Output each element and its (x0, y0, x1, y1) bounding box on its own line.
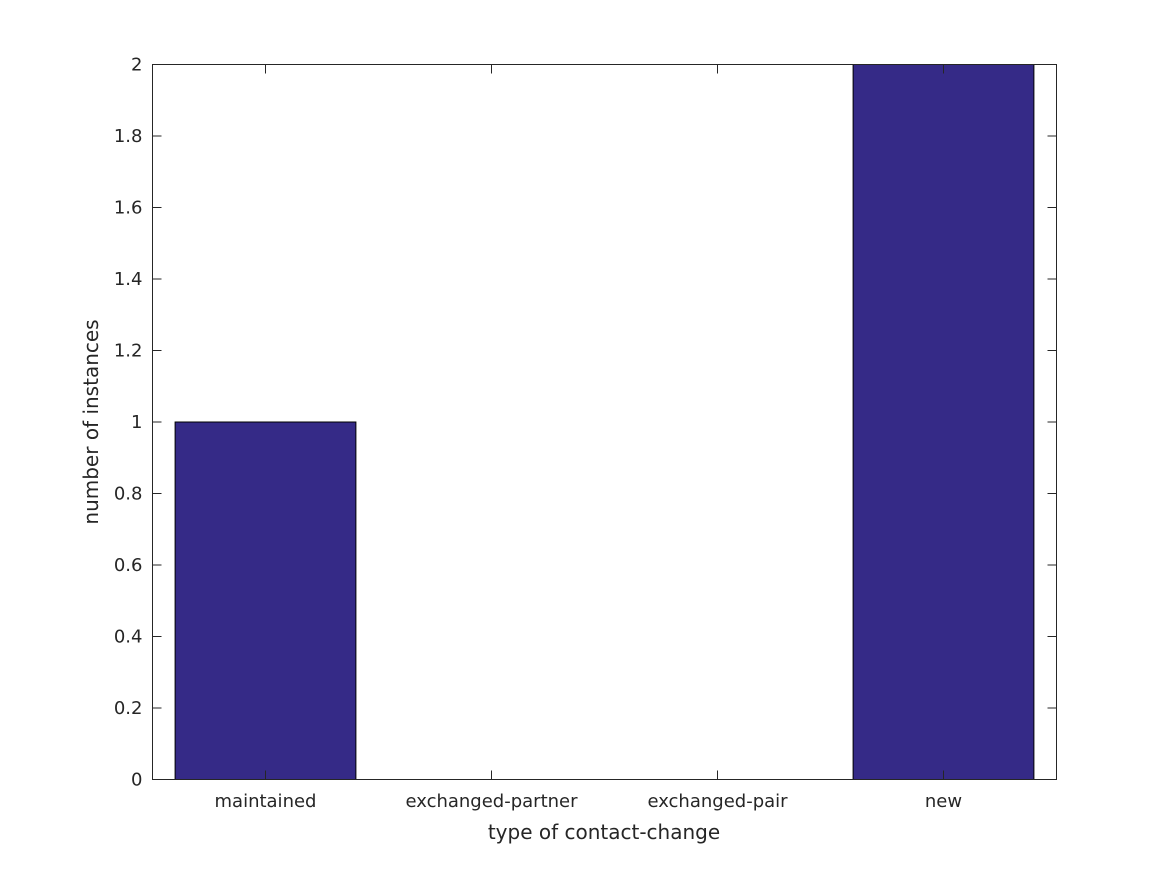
y-tick-label: 0.4 (114, 627, 143, 648)
bar-new (852, 64, 1035, 780)
x-tick-label: new (925, 791, 962, 812)
x-tick-label: exchanged-pair (647, 791, 788, 812)
y-tick-label: 1.2 (114, 341, 143, 362)
y-tick-label: 0.8 (114, 484, 143, 505)
y-tick-label: 2 (131, 55, 142, 76)
bar-maintained (174, 421, 357, 780)
y-tick-label: 1.4 (114, 269, 143, 290)
x-tick-label: maintained (215, 791, 317, 812)
y-tick-label: 0 (131, 770, 142, 791)
y-tick-label: 1.6 (114, 198, 143, 219)
x-axis-label: type of contact-change (488, 820, 720, 844)
y-tick-label: 0.6 (114, 555, 143, 576)
y-tick-label: 1.8 (114, 126, 143, 147)
y-tick-label: 1 (131, 412, 142, 433)
y-axis-label: number of instances (79, 319, 103, 524)
x-tick-label: exchanged-partner (405, 791, 578, 812)
y-tick-label: 0.2 (114, 698, 143, 719)
